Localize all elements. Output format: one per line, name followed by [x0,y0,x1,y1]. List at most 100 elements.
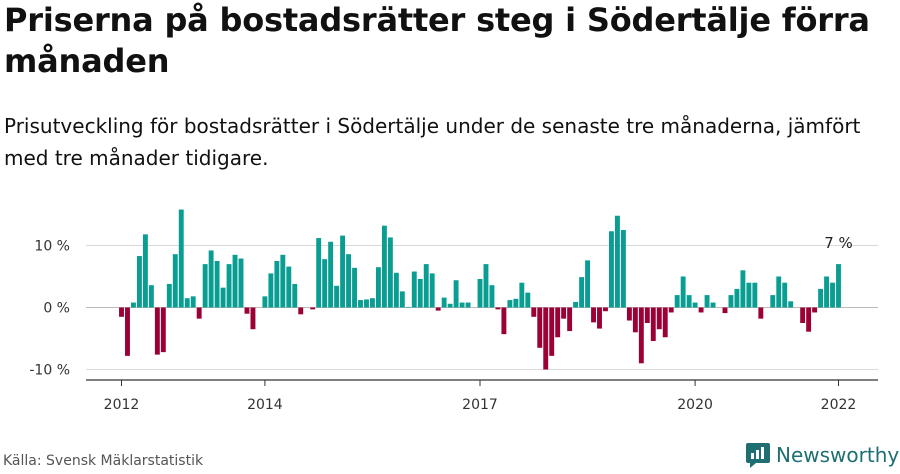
bar [184,298,190,308]
source-note: Källa: Svensk Mäklarstatistik [3,453,204,469]
bar [453,280,459,308]
bar [346,254,351,308]
brand-name: Newsworthy [776,443,900,467]
bar [226,264,232,308]
bar [644,307,650,323]
bar [447,303,453,308]
bar [603,307,608,312]
bars [119,209,841,370]
bar [214,261,220,308]
bar [543,307,549,370]
bar [800,307,806,323]
bar [776,276,782,308]
page-title: Priserna på bostadsrätter steg i Södertä… [4,1,870,80]
bar [770,295,776,308]
bar [537,307,543,348]
bar [609,231,614,308]
bar [782,282,788,308]
bar [489,285,495,308]
bar [579,277,585,308]
bar [232,254,238,308]
bar [698,307,704,313]
bar [662,307,668,338]
bar [704,295,710,308]
bar [119,307,124,317]
bar [154,307,160,355]
bar [202,264,208,308]
bar [788,301,794,308]
bar [310,307,316,310]
bar [262,296,268,308]
bar [399,291,405,308]
bar [758,307,764,319]
bar [352,267,357,308]
y-tick-label: 0 % [43,301,70,317]
bar [668,307,674,313]
bar [370,298,375,308]
bar [375,267,381,308]
bar [740,270,746,308]
bar [142,234,148,308]
bar [824,276,829,308]
bar [298,307,304,315]
bar [818,288,824,308]
bar [292,283,298,308]
bar [316,238,322,308]
bar [752,282,758,308]
bar [585,260,590,308]
x-tick-label: 2017 [462,397,498,413]
bar [268,273,274,308]
bar [441,297,447,308]
y-tick-label: -10 % [29,363,70,379]
bar [364,299,369,308]
bar [836,264,841,308]
bar [405,306,411,308]
x-tick-label: 2020 [677,397,713,413]
newsworthy-logo-icon [746,443,770,468]
bar [387,237,393,308]
bar [334,285,340,308]
bar [680,276,686,308]
bar [555,307,561,338]
bar [513,298,519,308]
bar [830,282,835,308]
bar [286,266,292,308]
bar [274,261,280,308]
bar [656,307,662,330]
bar [411,271,417,308]
bar [477,278,483,308]
bar [626,307,632,321]
bar [238,258,244,308]
bar [806,307,812,332]
bar [340,235,346,308]
bar [178,209,184,308]
bar [567,307,573,332]
bar [591,307,596,323]
bar [160,307,166,353]
bar [614,215,620,308]
bar [573,301,579,308]
bar [196,307,202,319]
bar [459,302,465,308]
bar [686,295,692,308]
bar [244,307,250,314]
bar [435,307,441,311]
bar [280,254,286,308]
bar [812,307,818,313]
bar [650,307,656,341]
bar [597,307,602,329]
bar [746,282,752,308]
x-tick-label: 2022 [821,397,857,413]
bar [417,278,423,308]
bar [728,295,734,308]
latest-value-annotation: 7 % [824,234,853,252]
bar [620,230,626,308]
bar [358,300,363,308]
x-axis: 2012 2014 2017 2020 2022 [86,379,878,413]
bar [734,288,740,308]
newsworthy-logo[interactable]: Newsworthy [745,441,899,469]
bar [495,307,501,310]
bar [393,272,399,308]
bar [322,259,328,308]
